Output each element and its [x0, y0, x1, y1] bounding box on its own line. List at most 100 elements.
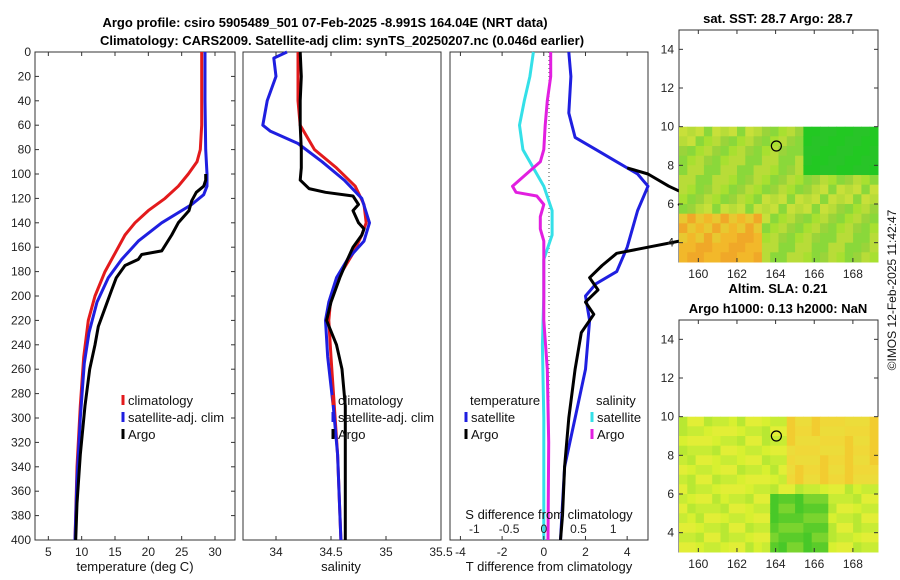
- map-cell: [803, 523, 813, 534]
- map-cell: [861, 455, 871, 466]
- map-cell: [836, 175, 846, 186]
- map-cell: [795, 175, 804, 186]
- map-cell: [679, 126, 688, 137]
- s-tick-label: 1: [610, 522, 617, 536]
- map-cell: [820, 523, 829, 534]
- map-cell: [745, 175, 755, 186]
- map-cell: [844, 242, 854, 253]
- map-cell: [778, 165, 788, 176]
- map-cell: [828, 465, 838, 476]
- map-cell: [820, 213, 829, 224]
- map-cell: [703, 513, 713, 524]
- map-cell: [753, 484, 763, 495]
- map-cell: [761, 455, 771, 466]
- map-cell: [761, 532, 771, 543]
- map-cell: [828, 416, 838, 427]
- map-cell: [679, 146, 688, 157]
- map-cell: [745, 465, 755, 476]
- map-cell: [745, 503, 755, 514]
- map-cell: [687, 455, 697, 466]
- map-cell: [778, 523, 788, 534]
- map-cell: [737, 252, 746, 263]
- map-cell: [703, 532, 713, 543]
- map-cell: [853, 136, 862, 147]
- map-cell: [745, 194, 755, 205]
- map-cell: [778, 436, 788, 447]
- map-cell: [703, 155, 713, 166]
- map-cell: [737, 436, 746, 447]
- map-cell: [679, 252, 688, 263]
- map-cell: [844, 223, 854, 234]
- map-cell: [786, 165, 796, 176]
- map-cell: [703, 233, 713, 244]
- map-cell: [695, 233, 705, 244]
- salinity-xlabel: salinity: [321, 559, 361, 574]
- map-cell: [836, 503, 846, 514]
- map-cell: [786, 494, 796, 505]
- map-cell: [687, 426, 697, 437]
- map-cell: [753, 194, 763, 205]
- map-cell: [869, 233, 879, 244]
- x-tick-label: -2: [497, 545, 508, 559]
- map-cell: [761, 513, 771, 524]
- map-cell: [737, 184, 746, 195]
- map-cell: [861, 465, 871, 476]
- map-cell: [712, 165, 721, 176]
- lat-tick-label: 6: [667, 487, 674, 501]
- map-cell: [770, 513, 779, 524]
- map-cell: [853, 242, 862, 253]
- map-cell: [861, 204, 871, 215]
- salinity-axes: [242, 51, 442, 541]
- map-cell: [811, 542, 821, 553]
- map-cell: [695, 146, 705, 157]
- map-cell: [786, 136, 796, 147]
- map-cell: [795, 233, 804, 244]
- map-cell: [753, 165, 763, 176]
- map-cell: [786, 474, 796, 485]
- map-cell: [778, 426, 788, 437]
- map-cell: [869, 194, 879, 205]
- map-cell: [695, 136, 705, 147]
- lat-tick-label: 6: [667, 197, 674, 211]
- depth-tick-label: 0: [24, 45, 31, 59]
- map-cell: [844, 146, 854, 157]
- map-cell: [745, 126, 755, 137]
- map-cell: [836, 494, 846, 505]
- map-cell: [820, 494, 829, 505]
- lon-tick-label: 168: [843, 267, 863, 281]
- map-cell: [811, 252, 821, 263]
- map-cell: [828, 184, 838, 195]
- map-cell: [820, 252, 829, 263]
- map-cell: [687, 542, 697, 553]
- map-cell: [786, 484, 796, 495]
- map-cell: [803, 252, 813, 263]
- map-cell: [770, 165, 779, 176]
- map-cell: [679, 165, 688, 176]
- map-cell: [836, 426, 846, 437]
- map-cell: [795, 242, 804, 253]
- map-cell: [728, 146, 738, 157]
- map-cell: [737, 445, 746, 456]
- map-cell: [861, 184, 871, 195]
- map-cell: [844, 542, 854, 553]
- map-cell: [720, 126, 730, 137]
- map-cell: [753, 513, 763, 524]
- map-cell: [737, 532, 746, 543]
- map-cell: [828, 513, 838, 524]
- map-cell: [745, 184, 755, 195]
- map-cell: [786, 223, 796, 234]
- map-cell: [869, 455, 879, 466]
- map-cell: [803, 494, 813, 505]
- series-line-climatology: [73, 52, 204, 541]
- map-cell: [820, 165, 829, 176]
- legend-temperature-title: temperature: [470, 393, 540, 408]
- map-cell: [753, 184, 763, 195]
- map-cell: [720, 542, 730, 553]
- series-line-satellite: [261, 50, 371, 541]
- map-cell: [795, 252, 804, 263]
- map-cell: [869, 474, 879, 485]
- map-cell: [687, 465, 697, 476]
- map-cell: [687, 126, 697, 137]
- map-cell: [795, 184, 804, 195]
- map-cell: [753, 474, 763, 485]
